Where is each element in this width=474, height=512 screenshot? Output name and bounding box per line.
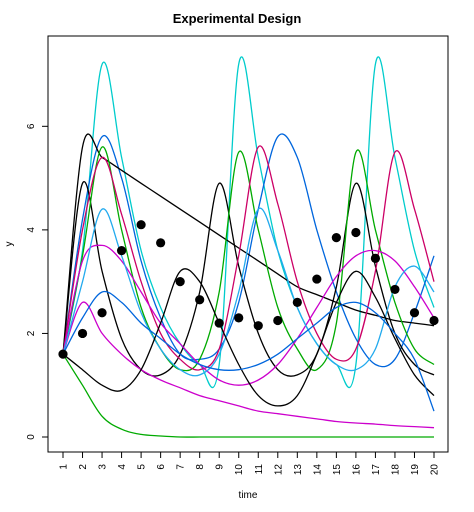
x-axis-title: time [239,490,258,501]
x-axis: 1 2 3 4 5 6 7 8 9 10 11 12 13 14 15 16 17 18 19 20 [59,451,441,476]
observation-point [136,220,146,230]
chart-title: Experimental Design [172,11,302,26]
observation-point [253,321,263,331]
observation-point [390,284,400,295]
observation-point [77,328,88,339]
observation-point [175,277,185,287]
series-line-5 [62,353,434,438]
observation-point [234,313,244,323]
x-tick-label: 19 [410,464,421,476]
observation-point [370,253,381,263]
series-line-4 [62,181,435,377]
x-tick-label: 9 [215,464,226,470]
x-tick-label: 7 [176,464,187,470]
x-tick-label: 11 [254,464,265,475]
observation-point [273,315,283,326]
series-line-9 [62,301,435,429]
observation-point [195,295,205,305]
observation-point [97,308,107,318]
observation-points [58,220,439,359]
observation-point [214,318,224,328]
observation-point [292,297,302,307]
x-tick-label: 6 [156,464,167,470]
x-tick-label: 3 [98,464,109,470]
series-line-3 [62,133,435,355]
series-line-8 [62,244,435,386]
series-line-7 [62,145,435,371]
observation-point [429,315,439,326]
observation-point [116,245,127,256]
series-line-10 [62,207,435,377]
x-tick-label: 20 [430,464,441,476]
x-tick-label: 18 [390,464,401,476]
x-tick-label: 12 [273,464,284,476]
x-tick-label: 2 [78,464,89,470]
observation-point [58,349,68,359]
x-tick-label: 4 [117,464,128,470]
x-tick-label: 1 [59,464,70,470]
observation-point [409,308,420,318]
x-tick-label: 17 [371,464,382,476]
series-line-1 [62,56,435,389]
x-tick-label: 16 [351,464,362,476]
x-tick-label: 14 [312,464,323,476]
x-tick-label: 10 [234,464,245,476]
series-line-6 [62,146,435,372]
y-tick-label: 6 [26,123,37,129]
x-tick-label: 13 [293,464,304,476]
observation-point [156,238,166,248]
y-axis-title: y [4,242,15,247]
y-axis: 0 2 4 6 [26,123,49,440]
observation-point [312,274,322,284]
observation-point [331,233,341,243]
y-tick-label: 4 [26,227,37,233]
series-line-12 [62,290,435,412]
y-tick-label: 0 [26,434,37,440]
x-tick-label: 8 [195,464,206,470]
series-lines [62,56,435,438]
y-tick-label: 2 [26,330,37,336]
x-tick-label: 5 [137,464,148,470]
series-line-11 [62,268,435,407]
observation-point [351,227,361,238]
x-tick-label: 15 [332,464,343,476]
